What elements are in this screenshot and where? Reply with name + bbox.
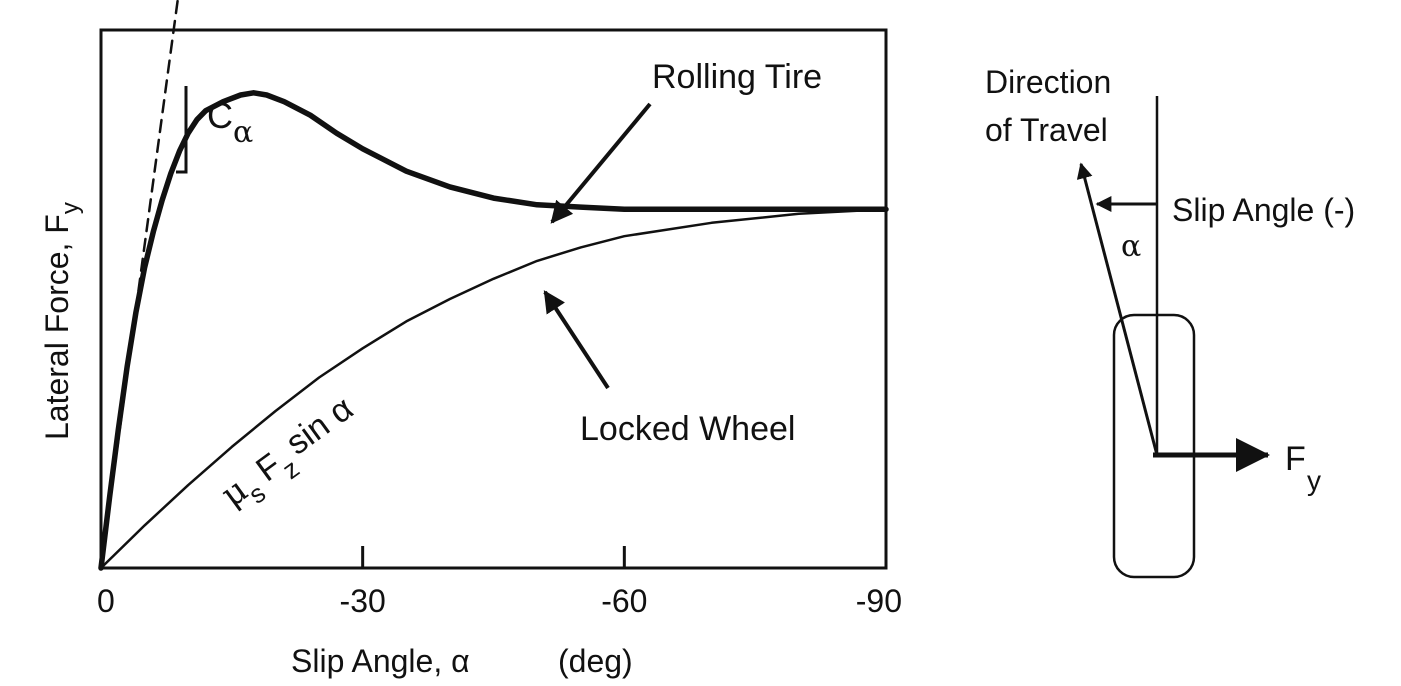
series-locked-wheel (99, 208, 888, 570)
mu-formula-group: μsFzsin α (212, 389, 368, 522)
y-axis-label: Lateral Force, Fy (39, 202, 84, 440)
travel-direction-arrow (1076, 162, 1159, 456)
rolling-tire-arrow (550, 102, 652, 224)
force-subscript: y (1307, 465, 1321, 496)
rolling-tire-label: Rolling Tire (652, 58, 822, 96)
force-label: F (1285, 440, 1306, 478)
direction-of-travel-line1: Direction (985, 64, 1111, 100)
lateral-force-arrowhead (1236, 438, 1270, 472)
x-tick-label: -90 (856, 583, 902, 619)
series-layer (98, 0, 889, 571)
locked-wheel-label: Locked Wheel (580, 410, 795, 448)
x-tick-label: -60 (601, 583, 647, 619)
x-axis-unit: (deg) (558, 643, 633, 679)
mu-formula: μsFzsin α (212, 389, 368, 522)
c-alpha-slope-triangle (176, 86, 188, 174)
series-rolling-tire (98, 90, 889, 571)
c-alpha-label: C (207, 95, 233, 136)
locked-wheel-arrow (543, 290, 610, 390)
y-axis-label-group: Lateral Force, Fy (39, 202, 84, 440)
x-tick-label: -30 (340, 583, 386, 619)
plot-frame (99, 28, 888, 570)
slip-angle-label: Slip Angle (-) (1172, 192, 1355, 228)
x-tick-label: 0 (97, 583, 115, 619)
c-alpha-subscript: α (233, 115, 253, 150)
y-axis-label-subscript: y (57, 202, 84, 214)
x-ticks: 0 -30 -60 -90 (97, 546, 902, 619)
direction-of-travel-line2: of Travel (985, 112, 1108, 148)
series-c-alpha (99, 0, 179, 570)
x-axis-label: Slip Angle, α (291, 643, 470, 679)
slip-diagram: Direction of Travel Slip Angle (-) α F y (985, 64, 1355, 579)
diagram-alpha: α (1121, 229, 1141, 264)
wheel-outline (1112, 313, 1196, 579)
